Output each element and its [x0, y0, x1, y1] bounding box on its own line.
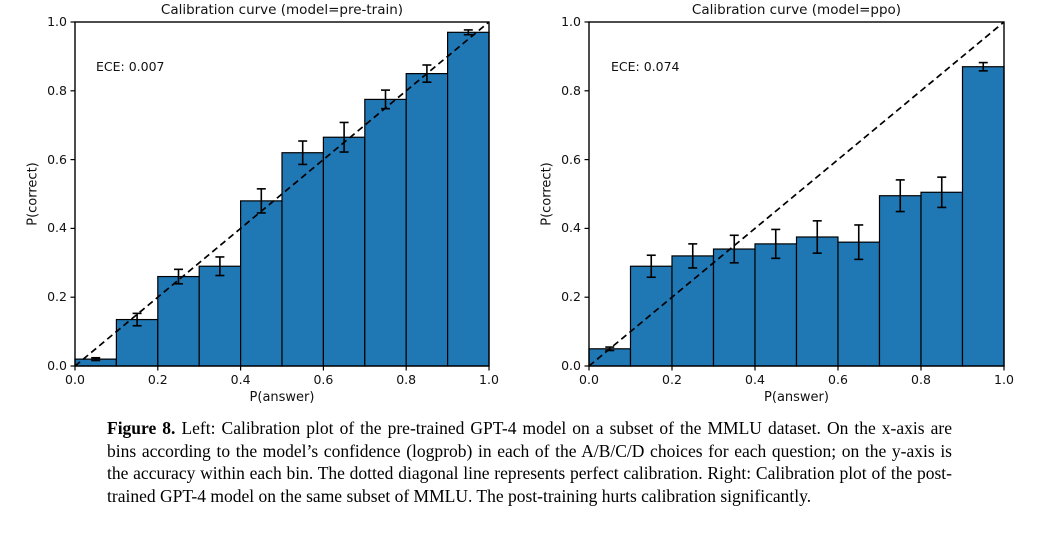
ece-annotation: ECE: 0.074 — [611, 59, 680, 74]
chart-canvas — [70, 21, 490, 371]
histogram-bar — [198, 265, 242, 367]
y-tick-label: 1.0 — [47, 14, 67, 29]
histogram-bar — [364, 98, 407, 367]
x-tick-label: 0.4 — [745, 372, 765, 387]
plot-frame — [588, 21, 1005, 367]
histogram-bar — [281, 152, 325, 367]
figure-caption-text: Left: Calibration plot of the pre-traine… — [107, 418, 952, 506]
y-tick-label: 0.2 — [47, 289, 67, 305]
histogram-bar — [712, 248, 756, 367]
figure-caption-label: Figure 8. — [107, 418, 176, 438]
histogram-bar — [447, 31, 490, 367]
perfect-calibration-line — [74, 21, 490, 367]
y-tick-label: 0.6 — [47, 151, 67, 167]
x-tick-label: 0.0 — [579, 372, 599, 387]
histogram-bar — [795, 236, 839, 367]
y-tick-label: 0.0 — [47, 358, 67, 373]
y-tick-label: 0.6 — [561, 151, 581, 167]
histogram-bar — [157, 275, 200, 367]
x-tick-label: 0.8 — [911, 372, 931, 387]
x-tick-label: 0.4 — [230, 372, 251, 387]
y-tick-label: 0.2 — [561, 289, 581, 305]
histogram-bar — [754, 243, 798, 367]
y-tick-label: 0.4 — [561, 220, 581, 236]
y-tick-label: 0.4 — [47, 220, 67, 236]
x-tick-label: 0.2 — [662, 372, 682, 387]
ece-annotation: ECE: 0.007 — [96, 59, 165, 74]
chart-title: Calibration curve (model=pre-train) — [160, 2, 404, 18]
y-tick-label: 0.8 — [47, 82, 67, 98]
y-axis-label: P(correct) — [25, 162, 41, 226]
x-tick-label: 1.0 — [994, 372, 1014, 387]
figure-caption: Figure 8. Left: Calibration plot of the … — [107, 417, 952, 507]
x-tick-label: 1.0 — [479, 372, 499, 387]
y-tick-label: 0.0 — [561, 358, 581, 373]
histogram-bar — [588, 348, 632, 367]
histogram-bar — [405, 72, 449, 367]
histogram-bar — [629, 265, 673, 367]
x-tick-label: 0.6 — [828, 372, 848, 387]
x-tick-label: 0.8 — [396, 372, 417, 387]
chart-title: Calibration curve (model=ppo) — [691, 2, 902, 18]
y-axis-label: P(correct) — [539, 162, 555, 226]
histogram-bar — [322, 136, 366, 367]
plot-area — [584, 21, 1005, 371]
perfect-calibration-line — [588, 21, 1005, 367]
histogram-bar — [240, 200, 283, 367]
chart-canvas — [584, 21, 1005, 371]
x-axis-label: P(answer) — [764, 390, 829, 405]
plot-frame — [74, 21, 490, 367]
histogram-bar — [878, 195, 922, 367]
y-tick-label: 0.8 — [561, 82, 581, 98]
x-tick-label: 0.0 — [65, 372, 85, 387]
histogram-bar — [671, 255, 715, 367]
plot-area — [70, 21, 490, 371]
histogram-bar — [961, 66, 1005, 367]
histogram-bar — [920, 191, 964, 367]
x-tick-label: 0.2 — [147, 372, 168, 387]
histogram-bar — [837, 241, 881, 367]
x-tick-label: 0.6 — [313, 372, 334, 387]
y-tick-label: 1.0 — [561, 14, 581, 29]
histogram-bar — [115, 318, 159, 367]
x-axis-label: P(answer) — [249, 390, 315, 405]
